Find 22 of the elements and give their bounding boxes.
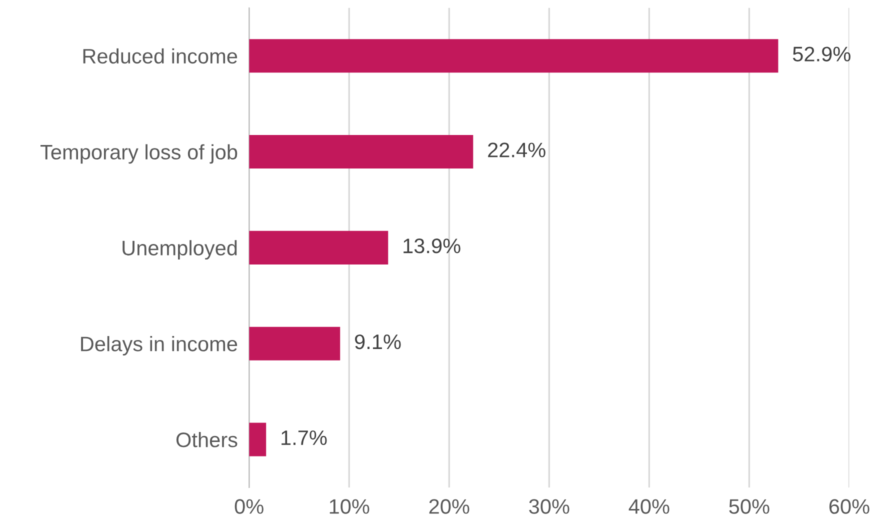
x-tick-label: 40% bbox=[628, 499, 670, 514]
bar bbox=[249, 39, 778, 73]
data-label: 22.4% bbox=[488, 142, 546, 158]
x-tick-label: 10% bbox=[330, 499, 370, 514]
y-tick-label: Temporary loss of job bbox=[40, 144, 238, 164]
x-tick-label: 20% bbox=[429, 499, 470, 514]
x-tick-label: 60% bbox=[829, 499, 870, 514]
y-tick-label: Reduced income bbox=[83, 48, 238, 64]
data-label: 1.7% bbox=[282, 430, 327, 446]
x-tick-label: 50% bbox=[729, 499, 770, 514]
x-tick-label: 30% bbox=[529, 499, 570, 514]
y-tick-label: Others bbox=[176, 432, 238, 448]
bar bbox=[249, 230, 388, 264]
x-tick-label: 0% bbox=[234, 499, 264, 514]
bar bbox=[249, 134, 474, 169]
bar bbox=[249, 326, 340, 360]
data-label: 9.1% bbox=[354, 334, 401, 350]
data-label: 52.9% bbox=[792, 46, 850, 62]
bar bbox=[249, 422, 266, 456]
data-label: 13.9% bbox=[404, 238, 460, 254]
y-tick-label: Unemployed bbox=[122, 240, 237, 260]
y-tick-label: Delays in income bbox=[81, 336, 238, 356]
